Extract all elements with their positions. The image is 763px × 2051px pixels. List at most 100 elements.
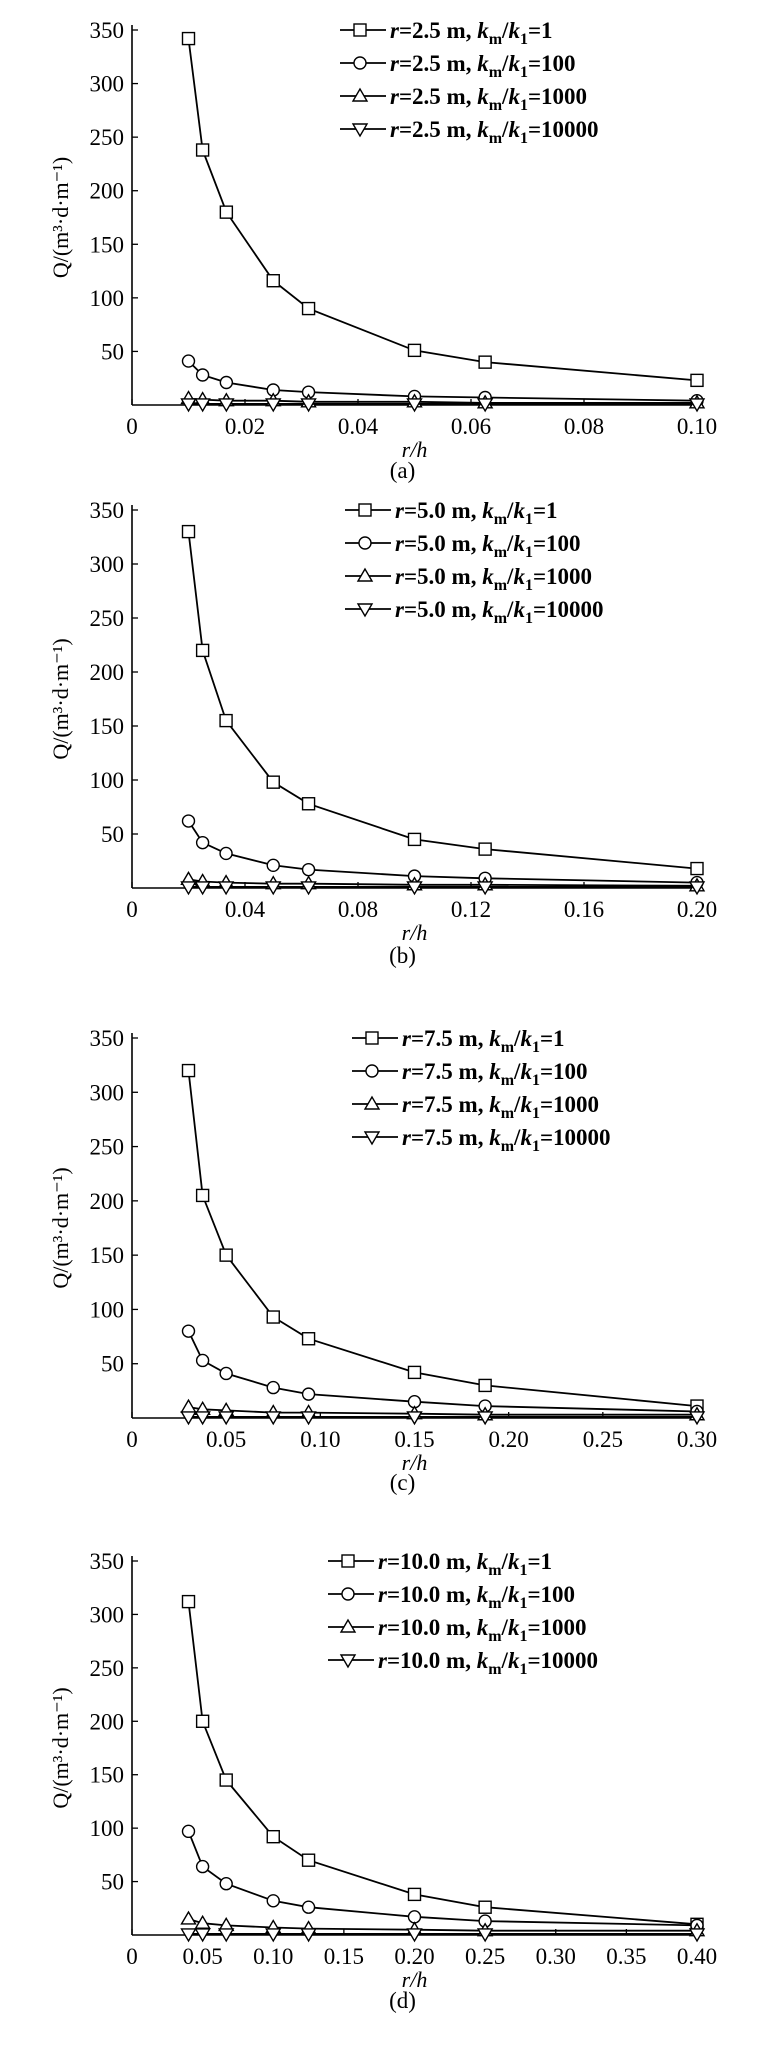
y-tick-label: 100 — [90, 286, 125, 311]
y-axis-title: Q/(m³·d·m⁻¹) — [48, 1167, 73, 1288]
data-point-circle — [301, 1387, 316, 1401]
data-point-triangle-down — [265, 881, 282, 896]
legend-label: r=10.0 m, km/k1=1 — [378, 1549, 552, 1579]
y-tick-label: 350 — [90, 18, 125, 43]
legend-entry: r=2.5 m, km/k1=10000 — [340, 117, 599, 147]
data-point-square — [181, 31, 196, 46]
y-tick-label: 300 — [90, 1080, 125, 1105]
legend-label: r=2.5 m, km/k1=100 — [390, 51, 576, 81]
y-tick-label: 200 — [90, 1709, 125, 1734]
y-tick-label: 300 — [90, 552, 125, 577]
data-point-circle — [195, 835, 210, 850]
data-point-square — [181, 1594, 196, 1609]
legend-marker-triangle-down — [363, 1131, 381, 1146]
x-tick-label: 0.30 — [677, 1427, 717, 1452]
legend: r=10.0 m, km/k1=1r=10.0 m, km/k1=100r=10… — [328, 1549, 598, 1678]
data-point-square — [195, 1188, 210, 1203]
y-tick-label: 100 — [90, 1297, 125, 1322]
data-point-circle — [266, 1894, 280, 1908]
legend-label: r=5.0 m, km/k1=1 — [395, 498, 558, 528]
panel-label: (b) — [389, 943, 416, 968]
y-tick-label: 50 — [101, 339, 124, 364]
data-point-triangle-down — [265, 1928, 282, 1943]
data-point-circle — [181, 1324, 196, 1338]
data-point-triangle-down — [217, 881, 235, 896]
y-tick-label: 50 — [101, 1352, 124, 1377]
y-tick-label: 100 — [90, 768, 125, 793]
data-point-circle — [219, 846, 233, 861]
x-tick-label: 0 — [126, 897, 138, 922]
legend-label: r=7.5 m, km/k1=1 — [402, 1026, 565, 1056]
data-point-square — [407, 1887, 422, 1902]
x-tick-label: 0.02 — [225, 414, 265, 439]
legend-label: r=7.5 m, km/k1=1000 — [402, 1092, 599, 1122]
data-point-triangle-down — [406, 881, 423, 896]
legend-marker-square — [365, 1031, 379, 1045]
legend-marker-circle — [358, 536, 372, 550]
y-axis-title: Q/(m³·d·m⁻¹) — [48, 157, 73, 278]
chart-panel-2: 50 100 150 200 250 300 350 0 0.04 0.08 0.12 0.16 0.2… — [48, 498, 717, 968]
data-point-circle — [301, 862, 316, 877]
data-point-square — [219, 1773, 233, 1787]
x-tick-label: 0.16 — [564, 897, 604, 922]
x-tick-label: 0.12 — [451, 897, 491, 922]
data-point-triangle-down — [194, 1928, 211, 1943]
data-point-triangle-up — [180, 1910, 197, 1925]
data-point-triangle-down — [180, 398, 197, 413]
x-tick-label: 0.20 — [677, 897, 717, 922]
panel-label: (d) — [389, 1988, 416, 2013]
series-triangle-down — [180, 1928, 706, 1943]
legend-entry: r=10.0 m, km/k1=100 — [328, 1582, 575, 1612]
legend-label: r=2.5 m, km/k1=1 — [390, 18, 553, 48]
series-line — [187, 820, 698, 884]
series-line — [188, 1918, 697, 1932]
data-point-square — [266, 775, 280, 789]
data-point-triangle-up — [180, 1398, 197, 1413]
data-point-circle — [219, 1366, 233, 1381]
x-axis-title: r/h — [402, 1450, 428, 1475]
x-tick-label: 0.40 — [677, 1944, 717, 1969]
data-point-triangle-down — [194, 398, 211, 413]
series-circle — [181, 354, 704, 408]
data-point-triangle-down — [217, 1928, 235, 1943]
data-point-square — [690, 861, 704, 876]
series-square — [181, 1063, 704, 1413]
y-tick-label: 350 — [90, 1026, 125, 1051]
data-point-triangle-down — [406, 1411, 423, 1426]
legend-label: r=7.5 m, km/k1=100 — [402, 1059, 588, 1089]
data-point-circle — [407, 1910, 422, 1924]
legend-label: r=10.0 m, km/k1=10000 — [378, 1648, 598, 1678]
data-point-square — [478, 1378, 492, 1393]
data-point-triangle-down — [476, 881, 494, 896]
data-point-triangle-down — [180, 1411, 197, 1426]
data-point-square — [219, 205, 234, 219]
legend-marker-circle — [365, 1064, 379, 1078]
legend-marker-square — [358, 503, 372, 517]
x-tick-label: 0.10 — [300, 1427, 340, 1452]
x-tick-label: 0.20 — [394, 1944, 434, 1969]
legend-marker-triangle-up — [363, 1095, 381, 1110]
x-tick-label: 0.30 — [536, 1944, 576, 1969]
series-triangle-down — [180, 398, 706, 413]
data-point-square — [301, 797, 316, 811]
x-tick-label: 0.05 — [206, 1427, 246, 1452]
x-tick-label: 0.06 — [451, 414, 491, 439]
data-point-square — [478, 1900, 492, 1914]
data-point-circle — [219, 1877, 233, 1891]
legend-entry: r=10.0 m, km/k1=10000 — [328, 1648, 598, 1678]
data-point-circle — [266, 1380, 280, 1395]
legend-marker-square — [341, 1554, 355, 1568]
x-tick-label: 0.04 — [338, 414, 379, 439]
data-point-triangle-down — [180, 1928, 197, 1943]
x-tick-label: 0.20 — [489, 1427, 529, 1452]
legend-entry: r=2.5 m, km/k1=1000 — [340, 84, 587, 114]
legend-label: r=10.0 m, km/k1=1000 — [378, 1615, 587, 1645]
series-circle — [181, 1324, 704, 1419]
data-point-triangle-down — [265, 1411, 282, 1426]
data-point-circle — [195, 1859, 210, 1874]
y-tick-label: 200 — [90, 660, 125, 685]
x-tick-label: 0.05 — [183, 1944, 223, 1969]
data-point-square — [690, 373, 704, 388]
series-triangle-down — [180, 881, 706, 896]
